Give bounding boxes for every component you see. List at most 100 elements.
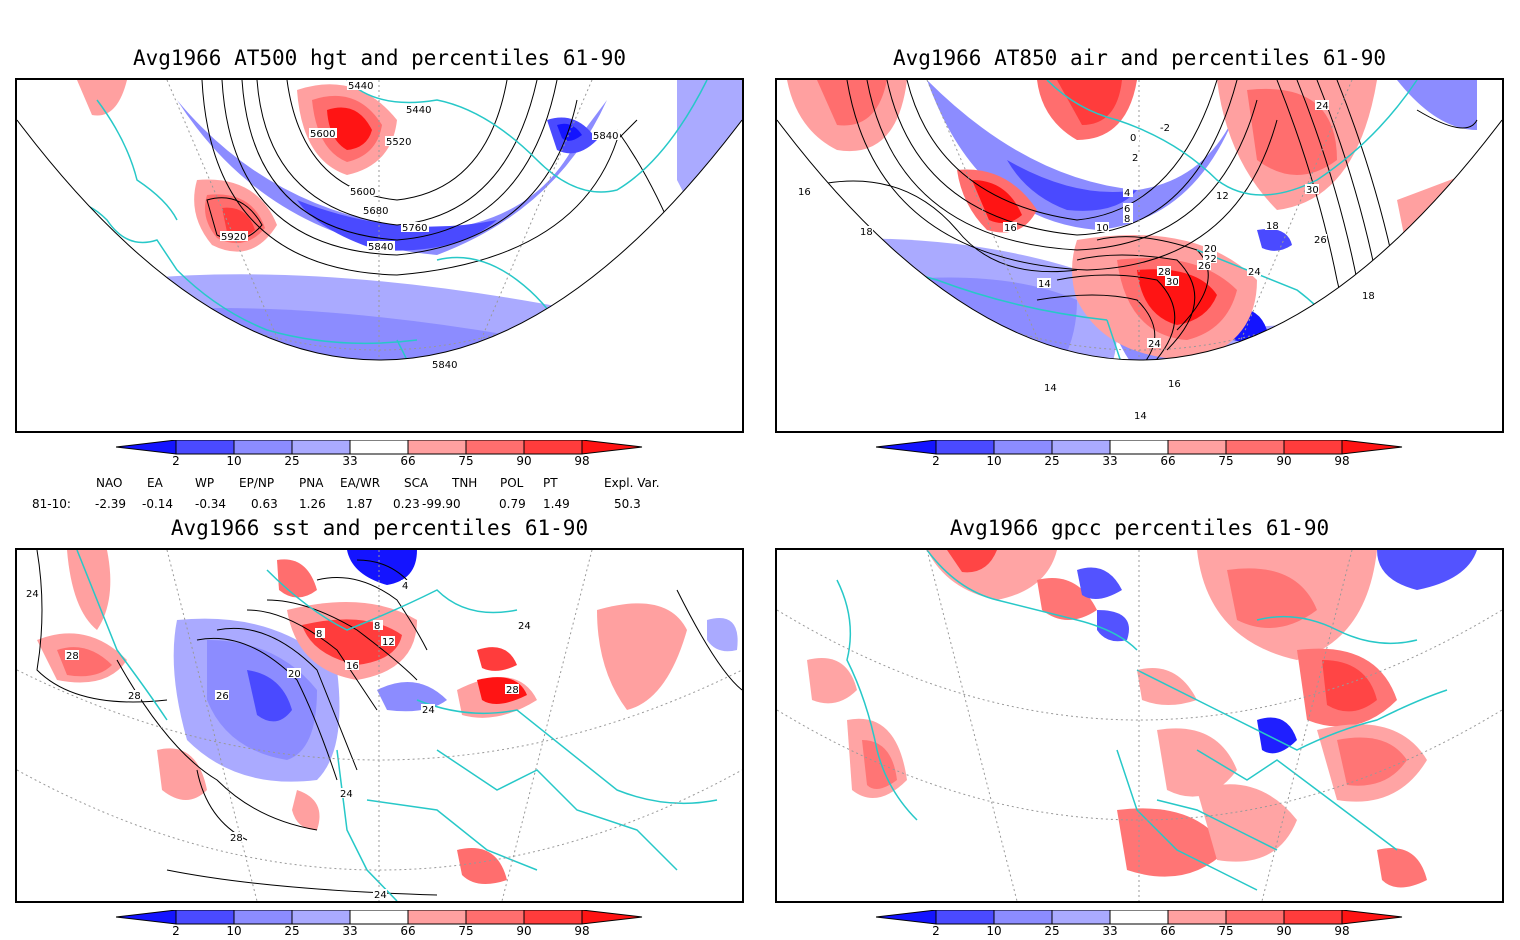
colorbar-tick: 2 [172,454,180,468]
contour-label: 5680 [363,206,388,217]
colorbar-tick: 25 [284,924,300,938]
colorbar-tick: 25 [1044,454,1060,468]
panel-title-air: Avg1966 AT850 air and percentiles 61-90 [892,46,1387,70]
contour-label: 14 [1044,383,1057,394]
index-value-sca: 0.23 [393,497,420,511]
index-value-nao: -2.39 [95,497,127,511]
map-air-graphic: -2 0 2 4 6 8 10 12 14 16 16 18 18 20 22 … [777,80,1502,422]
index-header: POL [500,476,524,490]
contour-label: 5840 [432,360,457,371]
contour-label: 16 [798,187,811,198]
colorbar-tick: 66 [1160,454,1176,468]
colorbar-tick: 90 [516,924,532,938]
map-gpcc [775,548,1504,903]
contour-label: 30 [1306,185,1319,196]
contour-label: 14 [1038,279,1051,290]
colorbar-tick: 66 [400,454,416,468]
contour-label: 18 [860,227,873,238]
colorbar-tick: 33 [1102,454,1118,468]
map-sst-graphic: 24 28 28 26 20 16 12 8 8 4 24 24 28 24 2… [17,550,742,901]
contour-label: 5600 [350,187,375,198]
map-hgt-500: 5440 5440 5600 5520 5840 5600 5680 5760 … [15,78,744,433]
colorbar-tick: 75 [458,924,474,938]
colorbar-tick: 2 [172,924,180,938]
index-header: WP [195,476,215,490]
index-header: PT [543,476,558,490]
panel-title-sst: Avg1966 sst and percentiles 61-90 [170,516,589,540]
map-sst: 24 28 28 26 20 16 12 8 8 4 24 24 28 24 2… [15,548,744,903]
index-header: EP/NP [239,476,275,490]
colorbar-gpcc: 2 10 25 33 66 75 90 98 [875,909,1406,940]
index-value-wp: -0.34 [195,497,227,511]
contour-label: 18 [1362,291,1375,302]
contour-label: 8 [316,629,322,640]
contour-label: 10 [1096,223,1109,234]
colorbar-tick: 98 [574,924,590,938]
index-row-label: 81-10: [32,497,71,511]
contour-label: 5600 [310,129,335,140]
colorbar-hgt: 2 10 25 33 66 75 90 98 [115,439,646,470]
colorbar-tick: 90 [1276,454,1292,468]
colorbar-graphic [115,909,643,925]
colorbar-tick: 25 [1044,924,1060,938]
index-header: PNA [299,476,324,490]
colorbar-tick: 33 [342,454,358,468]
colorbar-graphic [875,439,1403,455]
index-header: TNH [452,476,478,490]
index-value-ea: -0.14 [142,497,174,511]
contour-label: 28 [1158,267,1171,278]
colorbar-tick: 25 [284,454,300,468]
colorbar-tick: 2 [932,924,940,938]
contour-label: 5440 [406,105,431,116]
colorbar-tick: 66 [400,924,416,938]
index-header: EA/WR [340,476,381,490]
contour-label: 28 [66,651,79,662]
contour-label: 12 [1216,191,1229,202]
colorbar-tick: 75 [458,454,474,468]
colorbar-tick: 33 [342,924,358,938]
contour-label: 0 [1130,133,1136,144]
contour-label: 28 [506,685,519,696]
contour-label: 30 [1166,277,1179,288]
contour-label: 24 [422,705,435,716]
colorbar-tick: 10 [226,924,242,938]
colorbar-tick: 66 [1160,924,1176,938]
contour-label: 16 [1004,223,1017,234]
contour-label: 24 [26,589,39,600]
contour-label: 2 [1132,153,1138,164]
contour-label: 24 [1316,101,1329,112]
panel-title-gpcc: Avg1966 gpcc percentiles 61-90 [949,516,1330,540]
colorbar-graphic [115,439,643,455]
contour-label: 4 [1124,188,1130,199]
contour-label: 26 [1314,235,1327,246]
contour-label: 24 [518,621,531,632]
index-value-tnh: -99.90 [422,497,461,511]
colorbar-air: 2 10 25 33 66 75 90 98 [875,439,1406,470]
colorbar-sst: 2 10 25 33 66 75 90 98 [115,909,646,940]
colorbar-tick: 75 [1218,924,1234,938]
map-hgt-graphic: 5440 5440 5600 5520 5840 5600 5680 5760 … [17,80,742,371]
contour-label: 22 [1204,254,1217,265]
map-gpcc-graphic [777,550,1502,901]
contour-label: 28 [128,691,141,702]
colorbar-graphic [875,909,1403,925]
contour-label: 5760 [402,223,427,234]
index-header: Expl. Var. [604,476,660,490]
colorbar-tick: 98 [1334,454,1350,468]
contour-label: 12 [382,637,395,648]
contour-label: 20 [288,669,301,680]
contour-label: 20 [1204,244,1217,255]
colorbar-tick: 10 [986,924,1002,938]
contour-label: -2 [1160,123,1170,134]
contour-label: 4 [402,581,408,592]
index-header: EA [147,476,163,490]
index-value-pt: 1.49 [543,497,570,511]
colorbar-tick: 90 [516,454,532,468]
index-header: NAO [96,476,123,490]
contour-label: 16 [1168,379,1181,390]
contour-label: 8 [374,621,380,632]
contour-label: 5440 [348,81,373,92]
contour-label: 24 [1248,267,1261,278]
contour-label: 24 [374,890,387,901]
contour-label: 24 [340,789,353,800]
